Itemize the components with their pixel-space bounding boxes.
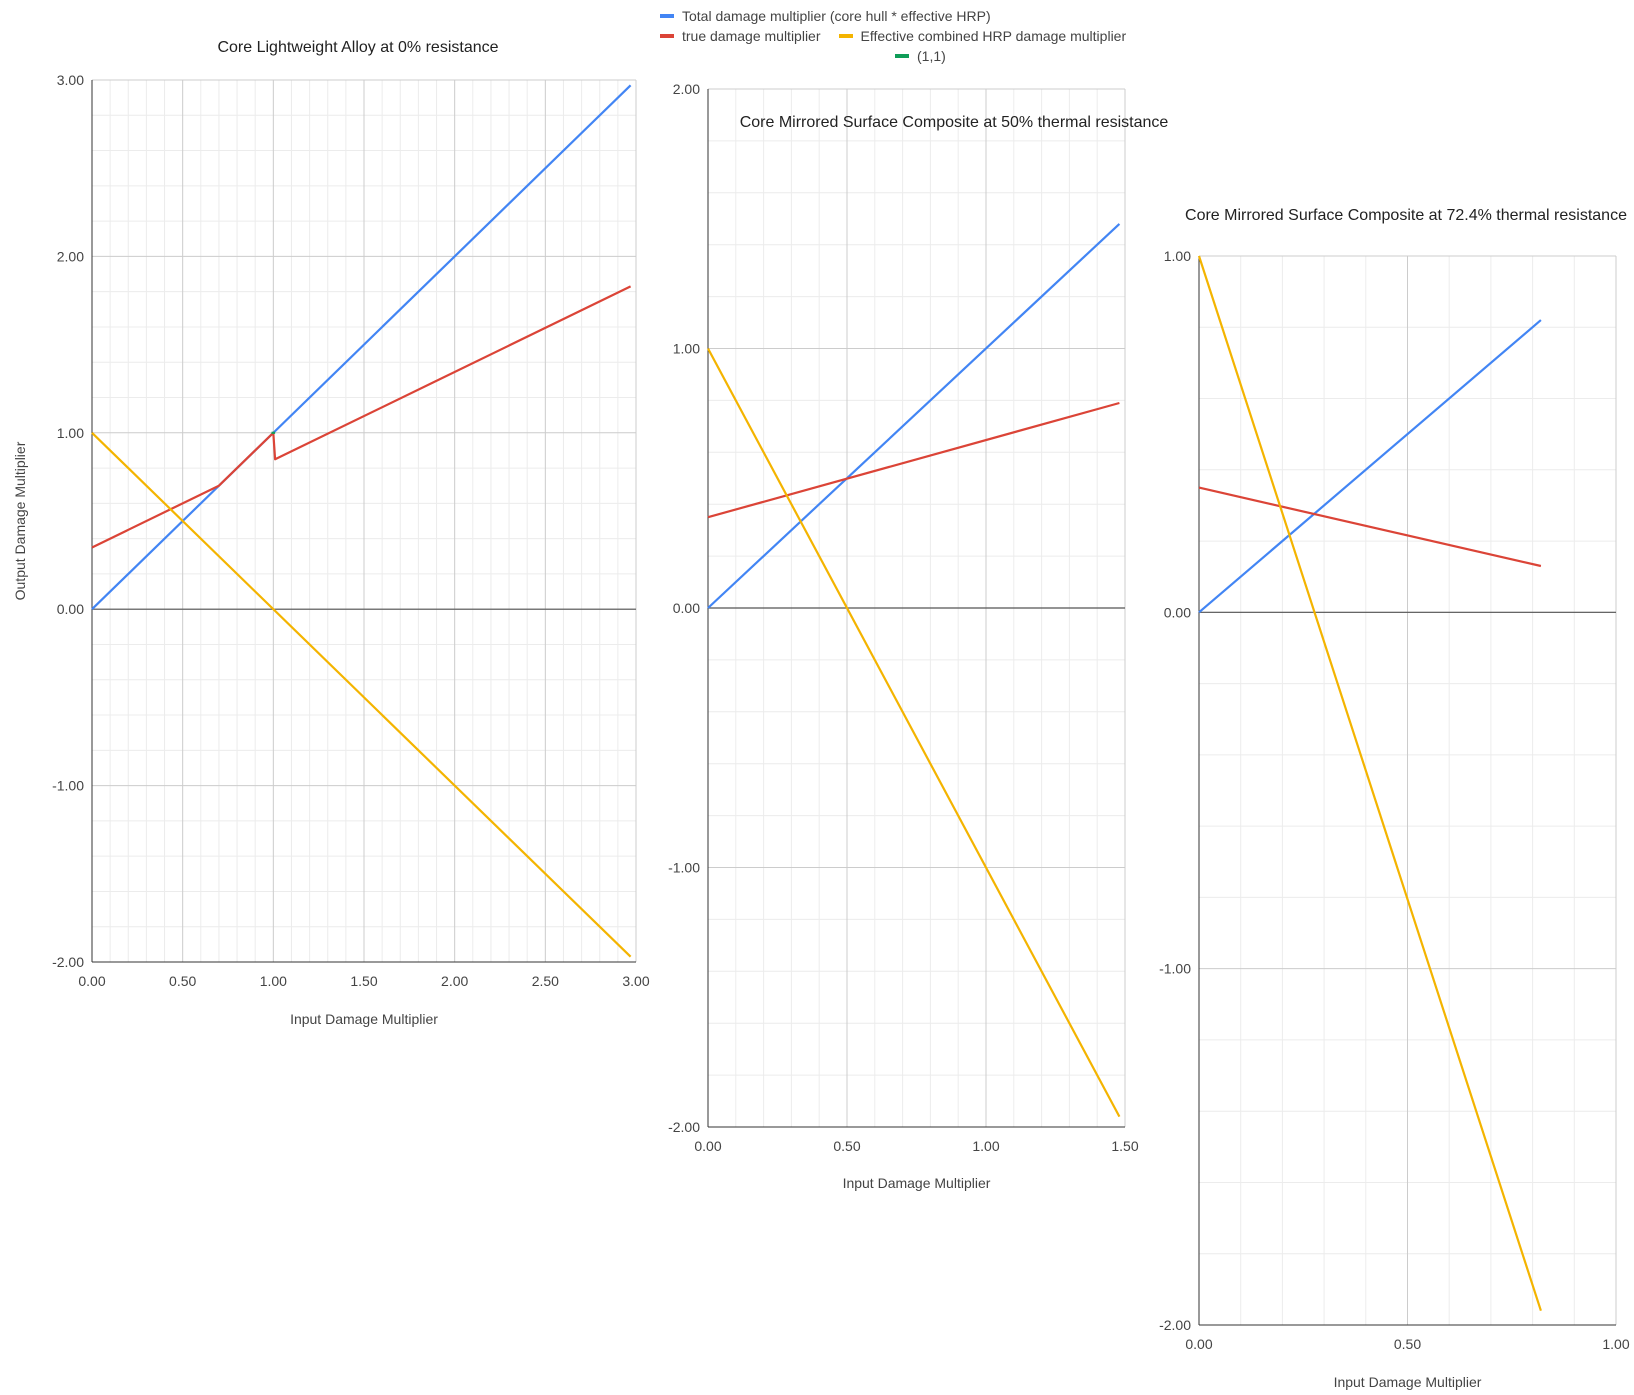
chart2-y-tick-label: -2.00 [668, 1119, 700, 1135]
legend-row-3: (1,1) [660, 46, 1144, 66]
chart3-series-effective-combined-hrp-damage-multiplier [1197, 255, 1542, 1312]
chart2-y-tick-label: 0.00 [673, 600, 700, 616]
chart2-title: Core Mirrored Surface Composite at 50% t… [740, 114, 1169, 131]
chart3-y-tick-label: -1.00 [1159, 961, 1191, 977]
chart3-y-tick-label: 0.00 [1164, 604, 1191, 620]
legend-swatch-true [660, 34, 674, 38]
legend-label-true: true damage multiplier [682, 28, 821, 44]
chart1-x-tick-label: 0.00 [78, 973, 105, 989]
chart1-x-tick-label: 1.00 [260, 973, 287, 989]
chart1-y-tick-label: -2.00 [52, 954, 84, 970]
legend-item-hrp: Effective combined HRP damage multiplier [838, 28, 1127, 44]
chart1-x-tick-label: 0.50 [169, 973, 196, 989]
chart1-x-tick-label: 3.00 [622, 973, 649, 989]
chart3-x-tick-label: 0.00 [1185, 1336, 1212, 1352]
chart2-x-tick-label: 0.00 [694, 1138, 721, 1154]
chart2-x-axis-label: Input Damage Multiplier [843, 1175, 991, 1191]
chart1-series-true-damage-multiplier [91, 285, 632, 549]
legend-item-point: (1,1) [895, 48, 946, 64]
chart3-title: Core Mirrored Surface Composite at 72.4%… [1185, 207, 1627, 224]
chart1-x-axis-label: Input Damage Multiplier [290, 1011, 438, 1027]
chart3-x-tick-label: 1.00 [1602, 1336, 1629, 1352]
legend-label-point: (1,1) [917, 48, 946, 64]
chart1-y-tick-label: 0.00 [57, 601, 84, 617]
legend-item-total: Total damage multiplier (core hull * eff… [660, 8, 991, 24]
legend-label-hrp: Effective combined HRP damage multiplier [860, 28, 1127, 44]
legend-row-2: true damage multiplier Effective combine… [660, 26, 1144, 46]
chart1-y-axis-label: Output Damage Multiplier [12, 441, 28, 600]
legend-label-total: Total damage multiplier (core hull * eff… [682, 8, 991, 24]
chart1-y-tick-label: -1.00 [52, 778, 84, 794]
chart1-x-tick-label: 2.50 [532, 973, 559, 989]
chart2-y-tick-label: -1.00 [668, 860, 700, 876]
chart2-x-tick-label: 1.50 [1111, 1138, 1138, 1154]
chart3-x-tick-label: 0.50 [1394, 1336, 1421, 1352]
chart3-series-total-damage-multiplier-core-hull-effective-hrp [1198, 319, 1542, 614]
chart1-x-tick-label: 2.00 [441, 973, 468, 989]
chart1-y-tick-label: 1.00 [57, 425, 84, 441]
chart2-series-true-damage-multiplier [707, 401, 1120, 519]
chart3-y-tick-label: 1.00 [1164, 248, 1191, 264]
chart2-series-total-damage-multiplier-core-hull-effective-hrp [707, 223, 1121, 609]
legend-swatch-hrp [838, 34, 853, 38]
chart1-series-total-damage-multiplier-core-hull-effective-hrp [91, 84, 632, 610]
legend-item-true: true damage multiplier [660, 28, 821, 44]
chart3-x-axis-label: Input Damage Multiplier [1334, 1374, 1482, 1390]
chart-legend: Total damage multiplier (core hull * eff… [660, 6, 1144, 66]
chart1-y-tick-label: 2.00 [57, 248, 84, 264]
chart1-x-tick-label: 1.50 [350, 973, 377, 989]
chart3-series-true-damage-multiplier [1198, 486, 1542, 568]
legend-swatch-total [660, 14, 674, 18]
chart2-x-tick-label: 0.50 [833, 1138, 860, 1154]
legend-row-1: Total damage multiplier (core hull * eff… [660, 6, 1144, 26]
chart2-series-effective-combined-hrp-damage-multiplier [707, 347, 1121, 1118]
legend-swatch-point [895, 54, 909, 58]
chart3-y-tick-label: -2.00 [1159, 1317, 1191, 1333]
chart2-y-tick-label: 2.00 [673, 81, 700, 97]
chart1-title: Core Lightweight Alloy at 0% resistance [217, 39, 498, 56]
chart2-x-tick-label: 1.00 [972, 1138, 999, 1154]
chart2-y-tick-label: 1.00 [673, 341, 700, 357]
chart1-series-effective-combined-hrp-damage-multiplier [91, 432, 632, 958]
chart1-y-tick-label: 3.00 [57, 72, 84, 88]
